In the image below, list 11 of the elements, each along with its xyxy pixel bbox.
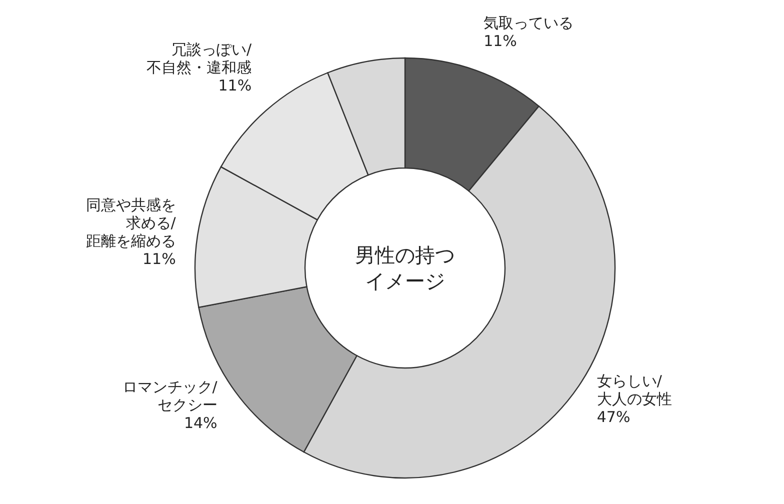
slice-label: 女らしい/大人の女性 — [596, 372, 672, 408]
data-label: 11% — [484, 32, 517, 50]
slice-label: ロマンチック/セクシー — [122, 378, 218, 414]
data-label: 47% — [596, 408, 630, 426]
slice-label: 同意や共感を求める/距離を縮める — [86, 196, 177, 250]
data-label: 11% — [142, 250, 176, 268]
slice-label: 冗談っぽい/不自然・違和感 — [146, 40, 253, 76]
data-label: 14% — [184, 414, 218, 432]
slice-label: 気取っている — [484, 14, 574, 32]
text: 男性の持つイメージ — [355, 243, 455, 293]
data-label: 11% — [218, 76, 252, 94]
